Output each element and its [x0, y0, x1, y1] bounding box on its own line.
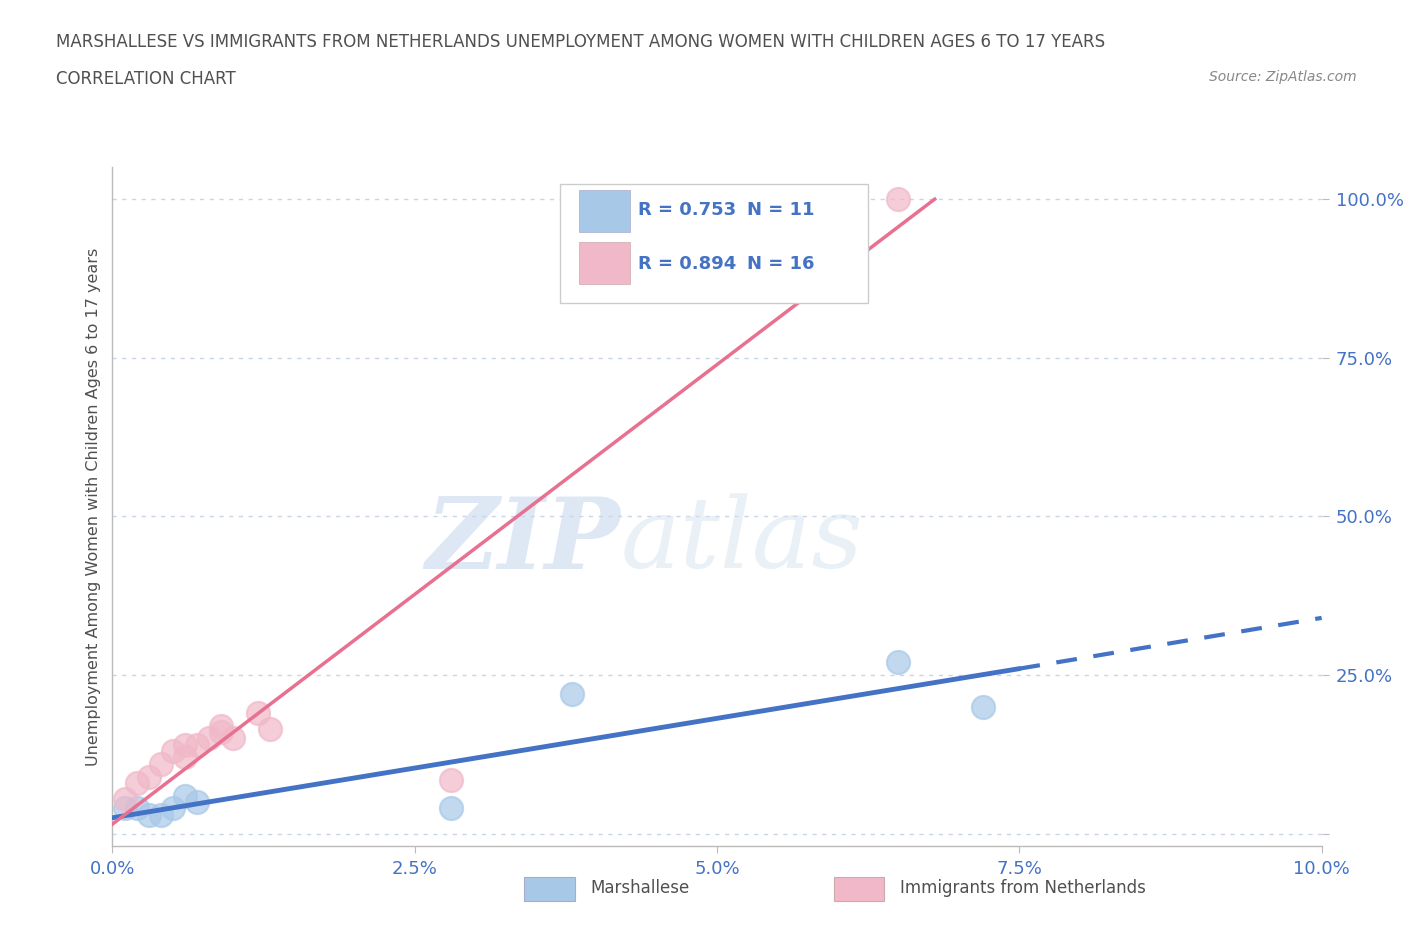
FancyBboxPatch shape — [560, 184, 868, 303]
Point — [440, 801, 463, 816]
Point — [259, 722, 281, 737]
Point — [114, 791, 136, 806]
Point — [887, 192, 910, 206]
Point — [149, 756, 172, 771]
Point — [186, 794, 208, 809]
Text: R = 0.753: R = 0.753 — [638, 201, 737, 219]
FancyBboxPatch shape — [579, 190, 630, 232]
Text: N = 16: N = 16 — [748, 255, 815, 272]
Point — [209, 718, 232, 733]
Point — [162, 801, 184, 816]
Point — [125, 801, 148, 816]
Point — [174, 750, 197, 764]
Point — [162, 744, 184, 759]
Point — [209, 724, 232, 739]
Text: N = 11: N = 11 — [748, 201, 815, 219]
Text: Source: ZipAtlas.com: Source: ZipAtlas.com — [1209, 70, 1357, 84]
Point — [561, 686, 583, 701]
Text: R = 0.894: R = 0.894 — [638, 255, 737, 272]
Y-axis label: Unemployment Among Women with Children Ages 6 to 17 years: Unemployment Among Women with Children A… — [86, 247, 101, 766]
Text: ZIP: ZIP — [426, 493, 620, 589]
Point — [174, 788, 197, 803]
Point — [138, 807, 160, 822]
Point — [149, 807, 172, 822]
Text: MARSHALLESE VS IMMIGRANTS FROM NETHERLANDS UNEMPLOYMENT AMONG WOMEN WITH CHILDRE: MARSHALLESE VS IMMIGRANTS FROM NETHERLAN… — [56, 33, 1105, 50]
Point — [186, 737, 208, 752]
Point — [440, 772, 463, 787]
Text: CORRELATION CHART: CORRELATION CHART — [56, 70, 236, 87]
Point — [125, 776, 148, 790]
Point — [887, 655, 910, 670]
Point — [198, 731, 221, 746]
Text: Immigrants from Netherlands: Immigrants from Netherlands — [900, 879, 1146, 897]
Point — [972, 699, 994, 714]
Text: atlas: atlas — [620, 493, 863, 589]
FancyBboxPatch shape — [579, 242, 630, 285]
Point — [138, 769, 160, 784]
Point — [246, 706, 269, 721]
Point — [222, 731, 245, 746]
Text: Marshallese: Marshallese — [591, 879, 690, 897]
Point — [174, 737, 197, 752]
Point — [114, 801, 136, 816]
